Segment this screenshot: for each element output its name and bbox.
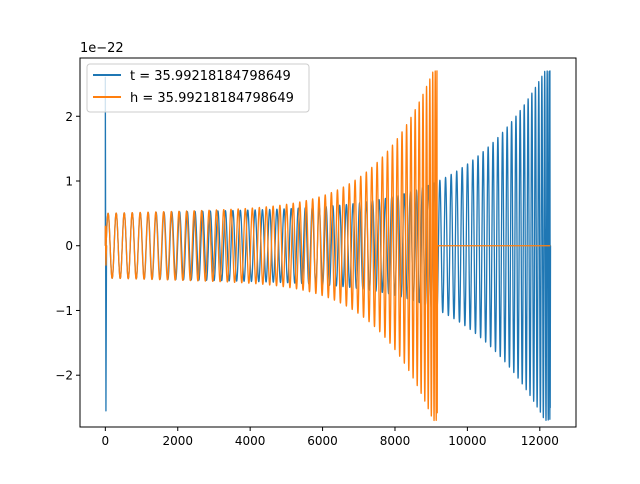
x-tick-label: 12000 — [521, 434, 559, 448]
axes-frame — [79, 57, 577, 428]
legend-label-t: t = 35.99218184798649 — [130, 69, 291, 84]
legend-box — [86, 63, 310, 113]
series-line-h — [104, 70, 551, 422]
x-tick-label: 8000 — [380, 434, 411, 448]
x-tick-label: 10000 — [448, 434, 486, 448]
legend: t = 35.99218184798649 h = 35.99218184798… — [86, 63, 310, 113]
x-tick-label: 4000 — [235, 434, 266, 448]
legend-label-h: h = 35.99218184798649 — [130, 91, 294, 106]
x-tick-label: 2000 — [162, 434, 193, 448]
series-layer — [104, 70, 552, 422]
y-tick-label: 2 — [65, 110, 73, 124]
x-tick-label: 6000 — [307, 434, 338, 448]
y-axis-ticks: −2 −1 0 1 2 — [55, 110, 80, 383]
y-tick-label: −1 — [55, 304, 73, 318]
y-tick-label: 0 — [65, 239, 73, 253]
x-tick-label: 0 — [102, 434, 110, 448]
x-axis-ticks: 0 2000 4000 6000 8000 10000 12000 — [102, 427, 559, 448]
y-tick-label: 1 — [65, 175, 73, 189]
y-tick-label: −2 — [55, 369, 73, 383]
y-scale-offset-label: 1e−22 — [80, 41, 124, 56]
